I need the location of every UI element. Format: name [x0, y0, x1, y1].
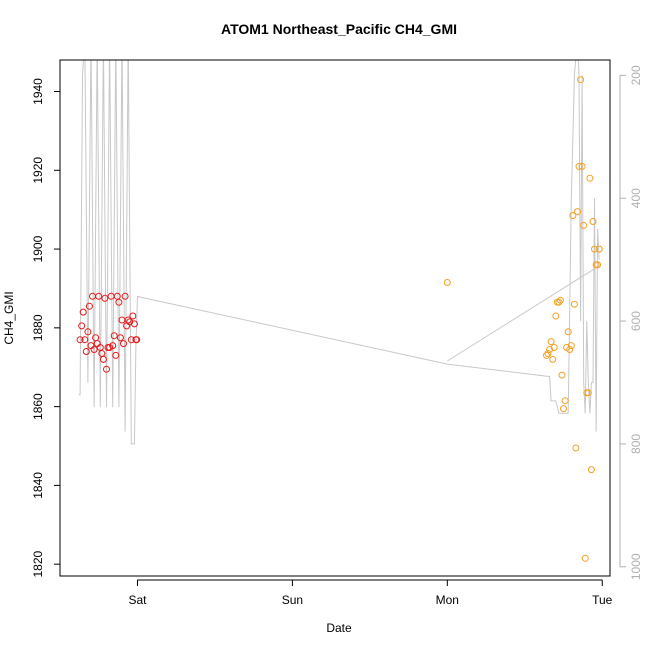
data-point-late: [569, 212, 577, 220]
x-tick-label: Mon: [436, 593, 459, 607]
y2-tick-label: 200: [629, 65, 643, 85]
x-tick-label: Tue: [592, 593, 613, 607]
data-point-late: [589, 218, 597, 225]
chart-title: ATOM1 Northeast_Pacific CH4_GMI: [221, 21, 457, 37]
data-point-early: [79, 308, 87, 316]
data-point-early: [112, 351, 120, 359]
data-point-early: [95, 292, 103, 300]
data-point-early: [126, 318, 134, 326]
y2-tick-label: 400: [629, 188, 643, 208]
y2-tick-label: 1000: [629, 553, 643, 580]
data-point-early: [129, 312, 137, 320]
data-point-late: [578, 162, 586, 170]
data-point-late: [561, 397, 569, 405]
data-point-early: [120, 340, 127, 348]
y-tick-label: 1900: [31, 235, 45, 262]
data-point-late: [591, 245, 598, 253]
y-axis-right: 200 400 600 800 1000: [619, 65, 643, 580]
y-axis-left: 1820 1840 1860 1880 1900 1920 1940: [31, 78, 60, 578]
data-point-early: [116, 334, 124, 342]
y2-tick-label: 800: [629, 434, 643, 454]
data-point-early: [115, 298, 123, 306]
data-point-late: [570, 300, 578, 308]
altitude-return-line: [447, 265, 600, 362]
data-point-late: [549, 355, 557, 363]
altitude-trace-line: [78, 60, 600, 445]
data-point-late: [552, 312, 560, 320]
data-point-early: [110, 332, 118, 340]
y-tick-label: 1840: [31, 472, 45, 499]
data-point-early: [85, 302, 93, 310]
data-point-late: [566, 346, 574, 353]
data-point-late: [547, 338, 555, 346]
plot-area: [76, 60, 603, 562]
data-point-late: [543, 351, 550, 359]
data-point-early: [101, 294, 109, 302]
data-point-early: [124, 316, 132, 324]
data-point-late: [544, 350, 552, 357]
data-point-late: [560, 405, 567, 413]
data-point-early: [99, 355, 107, 363]
data-point-late: [572, 444, 580, 452]
data-point-late: [556, 296, 564, 304]
data-point-early: [82, 348, 90, 355]
data-point-late: [581, 554, 589, 562]
data-point-late: [575, 162, 583, 170]
data-point-late: [574, 208, 581, 216]
data-point-late: [567, 342, 575, 350]
x-tick-label: Sat: [128, 593, 147, 607]
data-point-late: [555, 298, 563, 306]
data-point-late: [546, 346, 554, 353]
data-point-early: [130, 320, 138, 328]
data-point-late: [584, 389, 592, 397]
data-point-early: [133, 336, 141, 344]
data-point-early: [127, 336, 135, 344]
y-axis-label: CH4_GMI: [2, 291, 16, 344]
y-tick-label: 1940: [31, 78, 45, 105]
data-point-late: [550, 344, 558, 351]
data-point-late: [558, 371, 566, 379]
data-point-early: [78, 322, 86, 330]
data-point-late: [580, 221, 588, 229]
data-point-late: [594, 261, 602, 269]
x-tick-label: Sun: [282, 593, 303, 607]
data-point-late: [443, 279, 451, 286]
data-point-early: [84, 328, 92, 336]
y-tick-label: 1920: [31, 157, 45, 184]
data-point-early: [103, 365, 110, 373]
data-point-early: [90, 346, 98, 353]
data-point-late: [595, 245, 603, 253]
y-tick-label: 1860: [31, 393, 45, 420]
data-point-early: [121, 292, 129, 300]
y-tick-label: 1820: [31, 551, 45, 578]
y2-tick-label: 600: [629, 311, 643, 331]
x-axis: Sat Sun Mon Tue: [128, 579, 613, 607]
data-point-early: [76, 336, 84, 344]
data-point-early: [109, 342, 117, 350]
plot-frame: [59, 59, 611, 577]
data-point-late: [587, 466, 595, 474]
x-axis-label: Date: [326, 621, 352, 635]
y-tick-label: 1880: [31, 314, 45, 341]
data-point-late: [577, 76, 585, 84]
data-point-late: [564, 328, 572, 336]
data-point-early: [81, 336, 89, 344]
data-point-late: [586, 174, 594, 182]
